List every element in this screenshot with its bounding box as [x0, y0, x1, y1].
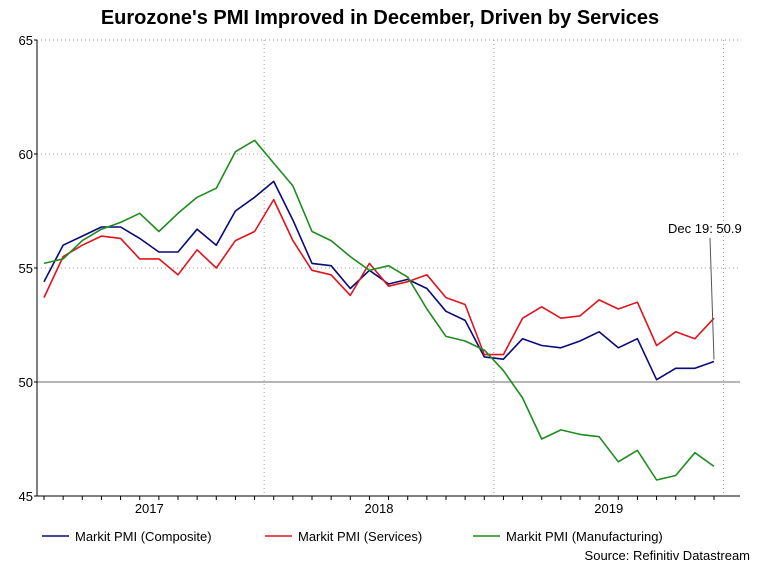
series-line-1 — [43, 180, 715, 381]
series-line-3 — [43, 139, 715, 481]
y-tick-label: 50 — [19, 375, 33, 390]
series-line-2 — [43, 198, 715, 356]
series-group — [43, 139, 715, 481]
y-tick-label: 65 — [19, 33, 33, 48]
source-note: Source: Refinitiv Datastream — [585, 548, 750, 563]
x-tick-label: 2017 — [135, 501, 164, 516]
legend-label-1: Markit PMI (Composite) — [75, 529, 212, 544]
legend-label-3: Markit PMI (Manufacturing) — [506, 529, 663, 544]
y-tick-label: 55 — [19, 261, 33, 276]
x-tick-label: 2019 — [594, 501, 623, 516]
axes: 45 50 55 60 65 2017 2018 2019 — [19, 33, 740, 516]
annotation-group: Dec 19: 50.9 — [668, 221, 742, 360]
legend: Markit PMI (Composite) Markit PMI (Servic… — [42, 529, 663, 544]
annotation-leader-line — [709, 237, 715, 360]
y-tick-label: 45 — [19, 489, 33, 504]
x-tick-label: 2018 — [365, 501, 394, 516]
chart-title: Eurozone's PMI Improved in December, Dri… — [101, 7, 659, 29]
legend-label-2: Markit PMI (Services) — [298, 529, 422, 544]
y-tick-label: 60 — [19, 147, 33, 162]
annotation-label: Dec 19: 50.9 — [668, 221, 742, 236]
gridlines — [37, 39, 740, 497]
